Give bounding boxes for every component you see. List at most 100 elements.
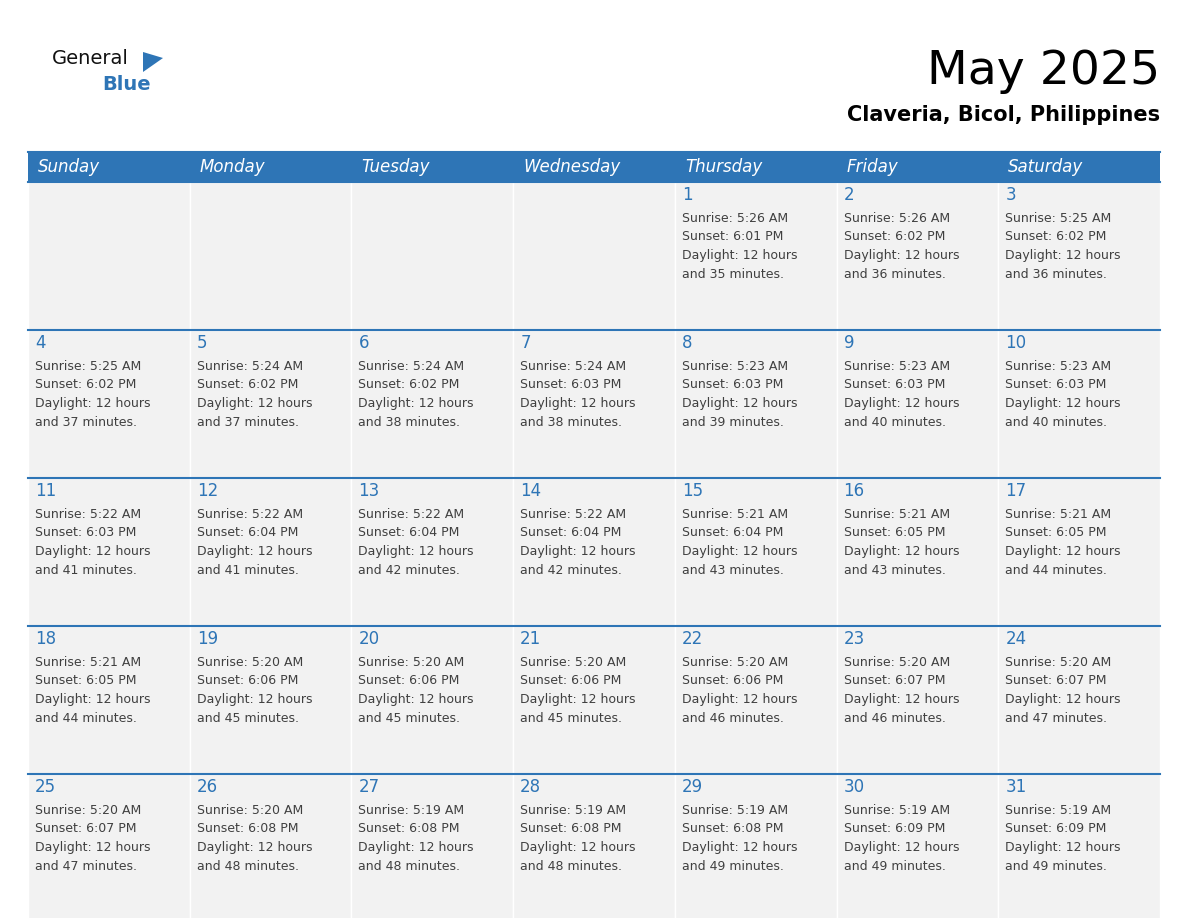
- Bar: [675, 330, 836, 478]
- Bar: [29, 152, 190, 182]
- Text: 6: 6: [359, 334, 369, 352]
- Text: and 38 minutes.: and 38 minutes.: [520, 416, 623, 429]
- Text: 20: 20: [359, 630, 379, 648]
- Text: and 48 minutes.: and 48 minutes.: [520, 859, 623, 872]
- Text: Daylight: 12 hours: Daylight: 12 hours: [682, 397, 797, 410]
- Text: and 39 minutes.: and 39 minutes.: [682, 416, 784, 429]
- Bar: [352, 626, 513, 774]
- Text: 13: 13: [359, 482, 380, 500]
- Text: Sunset: 6:04 PM: Sunset: 6:04 PM: [197, 527, 298, 540]
- Text: 21: 21: [520, 630, 542, 648]
- Text: and 47 minutes.: and 47 minutes.: [34, 859, 137, 872]
- Text: Daylight: 12 hours: Daylight: 12 hours: [682, 249, 797, 262]
- Bar: [190, 626, 352, 774]
- Text: Sunrise: 5:24 AM: Sunrise: 5:24 AM: [359, 360, 465, 373]
- Text: Sunrise: 5:20 AM: Sunrise: 5:20 AM: [843, 656, 950, 669]
- Text: and 40 minutes.: and 40 minutes.: [1005, 416, 1107, 429]
- Bar: [513, 182, 675, 330]
- Text: and 46 minutes.: and 46 minutes.: [843, 711, 946, 724]
- Bar: [836, 330, 998, 478]
- Bar: [998, 182, 1159, 330]
- Text: Daylight: 12 hours: Daylight: 12 hours: [843, 841, 959, 854]
- Text: and 46 minutes.: and 46 minutes.: [682, 711, 784, 724]
- Text: Sunset: 6:03 PM: Sunset: 6:03 PM: [682, 378, 783, 391]
- Text: Daylight: 12 hours: Daylight: 12 hours: [197, 693, 312, 706]
- Text: Daylight: 12 hours: Daylight: 12 hours: [1005, 693, 1120, 706]
- Text: and 45 minutes.: and 45 minutes.: [359, 711, 461, 724]
- Bar: [29, 182, 190, 330]
- Text: Monday: Monday: [200, 158, 265, 176]
- Text: Sunrise: 5:23 AM: Sunrise: 5:23 AM: [1005, 360, 1112, 373]
- Text: Sunset: 6:04 PM: Sunset: 6:04 PM: [359, 527, 460, 540]
- Text: 1: 1: [682, 186, 693, 204]
- Bar: [352, 182, 513, 330]
- Bar: [513, 330, 675, 478]
- Text: Sunrise: 5:20 AM: Sunrise: 5:20 AM: [34, 804, 141, 817]
- Text: 17: 17: [1005, 482, 1026, 500]
- Text: Sunset: 6:02 PM: Sunset: 6:02 PM: [843, 230, 944, 243]
- Text: Daylight: 12 hours: Daylight: 12 hours: [359, 545, 474, 558]
- Text: 29: 29: [682, 778, 703, 796]
- Text: Daylight: 12 hours: Daylight: 12 hours: [843, 545, 959, 558]
- Text: and 44 minutes.: and 44 minutes.: [34, 711, 137, 724]
- Text: Daylight: 12 hours: Daylight: 12 hours: [34, 545, 151, 558]
- Text: Sunset: 6:05 PM: Sunset: 6:05 PM: [34, 675, 137, 688]
- Text: Sunrise: 5:21 AM: Sunrise: 5:21 AM: [843, 508, 949, 521]
- Bar: [190, 478, 352, 626]
- Text: Daylight: 12 hours: Daylight: 12 hours: [359, 693, 474, 706]
- Text: Sunrise: 5:23 AM: Sunrise: 5:23 AM: [682, 360, 788, 373]
- Text: Thursday: Thursday: [684, 158, 763, 176]
- Text: and 42 minutes.: and 42 minutes.: [359, 564, 460, 577]
- Bar: [836, 626, 998, 774]
- Text: 26: 26: [197, 778, 217, 796]
- Text: and 45 minutes.: and 45 minutes.: [197, 711, 298, 724]
- Text: Daylight: 12 hours: Daylight: 12 hours: [197, 841, 312, 854]
- Text: 3: 3: [1005, 186, 1016, 204]
- Polygon shape: [143, 52, 163, 72]
- Text: 10: 10: [1005, 334, 1026, 352]
- Text: Sunset: 6:03 PM: Sunset: 6:03 PM: [843, 378, 944, 391]
- Text: and 48 minutes.: and 48 minutes.: [359, 859, 461, 872]
- Text: Sunrise: 5:20 AM: Sunrise: 5:20 AM: [197, 656, 303, 669]
- Bar: [998, 774, 1159, 918]
- Text: Friday: Friday: [847, 158, 898, 176]
- Bar: [190, 182, 352, 330]
- Text: 31: 31: [1005, 778, 1026, 796]
- Text: and 48 minutes.: and 48 minutes.: [197, 859, 298, 872]
- Text: Daylight: 12 hours: Daylight: 12 hours: [359, 397, 474, 410]
- Text: Sunset: 6:02 PM: Sunset: 6:02 PM: [359, 378, 460, 391]
- Text: and 36 minutes.: and 36 minutes.: [843, 267, 946, 281]
- Text: Sunday: Sunday: [38, 158, 100, 176]
- Text: Sunrise: 5:22 AM: Sunrise: 5:22 AM: [520, 508, 626, 521]
- Text: and 49 minutes.: and 49 minutes.: [843, 859, 946, 872]
- Bar: [675, 626, 836, 774]
- Text: 5: 5: [197, 334, 207, 352]
- Text: Daylight: 12 hours: Daylight: 12 hours: [1005, 545, 1120, 558]
- Text: 25: 25: [34, 778, 56, 796]
- Text: 7: 7: [520, 334, 531, 352]
- Text: and 47 minutes.: and 47 minutes.: [1005, 711, 1107, 724]
- Text: and 35 minutes.: and 35 minutes.: [682, 267, 784, 281]
- Bar: [998, 478, 1159, 626]
- Text: and 37 minutes.: and 37 minutes.: [197, 416, 298, 429]
- Text: Daylight: 12 hours: Daylight: 12 hours: [682, 841, 797, 854]
- Text: 8: 8: [682, 334, 693, 352]
- Text: Daylight: 12 hours: Daylight: 12 hours: [34, 841, 151, 854]
- Text: and 38 minutes.: and 38 minutes.: [359, 416, 461, 429]
- Bar: [190, 774, 352, 918]
- Text: 18: 18: [34, 630, 56, 648]
- Text: Sunrise: 5:22 AM: Sunrise: 5:22 AM: [197, 508, 303, 521]
- Text: 30: 30: [843, 778, 865, 796]
- Text: Sunrise: 5:23 AM: Sunrise: 5:23 AM: [843, 360, 949, 373]
- Text: and 43 minutes.: and 43 minutes.: [843, 564, 946, 577]
- Text: Sunset: 6:06 PM: Sunset: 6:06 PM: [520, 675, 621, 688]
- Text: Tuesday: Tuesday: [361, 158, 430, 176]
- Text: Sunrise: 5:19 AM: Sunrise: 5:19 AM: [359, 804, 465, 817]
- Text: General: General: [52, 49, 128, 68]
- Text: 15: 15: [682, 482, 703, 500]
- Text: Sunset: 6:02 PM: Sunset: 6:02 PM: [34, 378, 137, 391]
- Text: Sunrise: 5:24 AM: Sunrise: 5:24 AM: [520, 360, 626, 373]
- Text: Sunset: 6:08 PM: Sunset: 6:08 PM: [359, 823, 460, 835]
- Text: 28: 28: [520, 778, 542, 796]
- Text: 16: 16: [843, 482, 865, 500]
